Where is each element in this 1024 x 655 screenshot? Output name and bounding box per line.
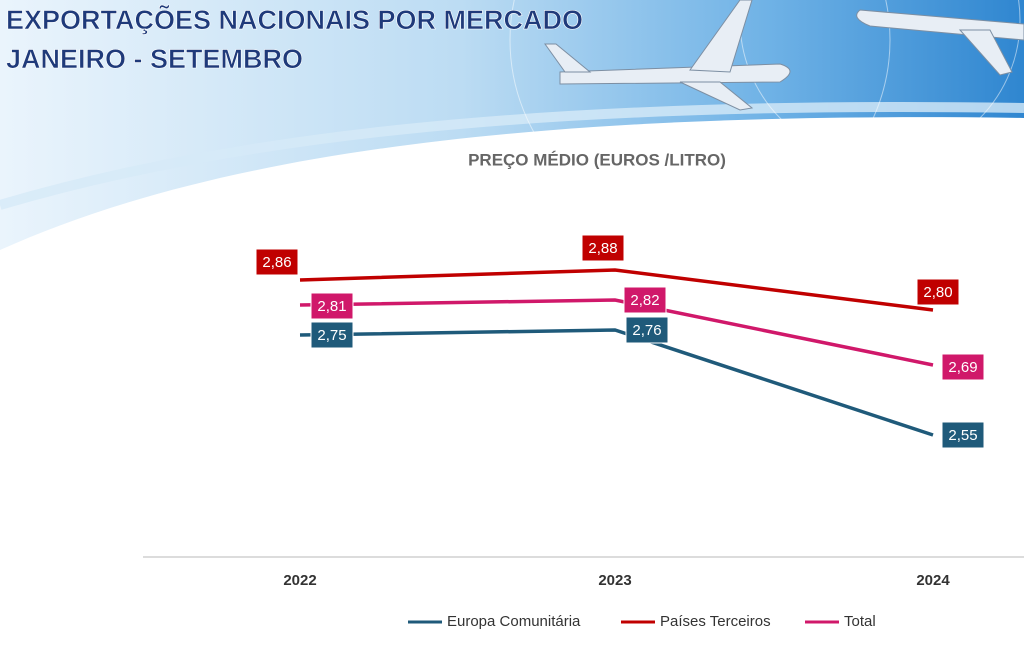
data-label-box xyxy=(941,353,985,381)
data-label-box xyxy=(255,248,299,276)
page-subtitle: JANEIRO - SETEMBRO xyxy=(6,44,303,74)
data-label: 2,88 xyxy=(588,240,617,257)
data-label-box xyxy=(623,286,667,314)
x-tick-label: 2022 xyxy=(283,572,316,589)
data-label-box xyxy=(581,234,625,262)
data-label: 2,69 xyxy=(948,359,977,376)
data-label-box xyxy=(941,421,985,449)
data-label: 2,80 xyxy=(923,284,952,301)
data-label-box xyxy=(916,278,960,306)
data-label: 2,75 xyxy=(317,327,346,344)
legend-label: Países Terceiros xyxy=(660,613,771,630)
data-label-box xyxy=(310,292,354,320)
x-tick-label: 2023 xyxy=(598,572,631,589)
data-label-box xyxy=(310,321,354,349)
data-label-box xyxy=(625,316,669,344)
legend-label: Total xyxy=(844,613,876,630)
data-label: 2,82 xyxy=(630,292,659,309)
x-tick-label: 2024 xyxy=(916,572,950,589)
legend-label: Europa Comunitária xyxy=(447,613,581,630)
data-label: 2,81 xyxy=(317,298,346,315)
series-line xyxy=(299,268,934,312)
series-line xyxy=(299,328,934,437)
data-label: 2,76 xyxy=(632,322,661,339)
data-label: 2,55 xyxy=(948,427,977,444)
chart-title: PREÇO MÉDIO (EUROS /LITRO) xyxy=(468,150,726,169)
data-label: 2,86 xyxy=(262,254,291,271)
page-title: EXPORTAÇÕES NACIONAIS POR MERCADO xyxy=(6,4,583,35)
series-line xyxy=(299,298,934,367)
